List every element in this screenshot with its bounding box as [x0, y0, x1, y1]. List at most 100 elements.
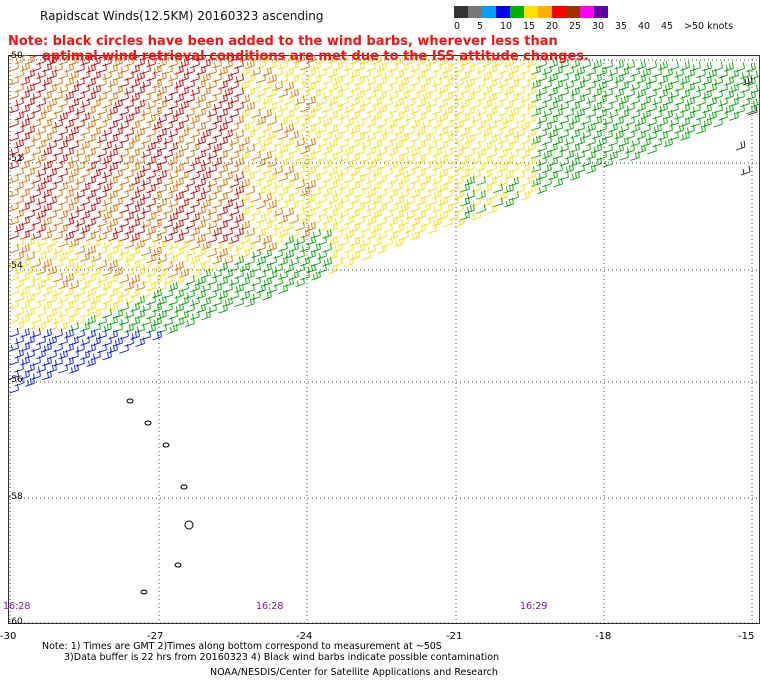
wind-barb	[229, 192, 239, 202]
wind-barb	[630, 123, 640, 133]
wind-barb	[537, 170, 547, 181]
wind-barb	[163, 135, 173, 145]
wind-barb	[372, 125, 382, 135]
wind-barb	[355, 75, 365, 86]
wind-barb	[449, 70, 459, 81]
wind-barb	[31, 146, 41, 156]
wind-barb	[421, 161, 431, 171]
wind-barb	[14, 237, 24, 247]
wind-barb	[504, 113, 514, 124]
wind-barb	[58, 139, 68, 150]
wind-barb	[262, 207, 272, 217]
wind-barb	[751, 97, 760, 108]
wind-barb	[344, 89, 354, 100]
wind-barb	[388, 216, 398, 227]
wind-barb	[262, 151, 272, 161]
wind-barb	[465, 78, 475, 88]
wind-barb	[102, 266, 112, 277]
wind-barb	[97, 287, 107, 298]
wind-barb	[36, 349, 46, 359]
wind-barb	[53, 76, 63, 87]
wind-barb	[344, 145, 354, 156]
wind-barb	[53, 342, 63, 353]
wind-barb	[234, 297, 244, 307]
wind-barb	[31, 230, 41, 240]
wind-barb	[152, 148, 162, 159]
wind-barb	[427, 126, 437, 136]
wind-barb	[223, 185, 233, 195]
wind-barb	[405, 209, 415, 220]
wind-barb	[284, 165, 294, 175]
wind-barb	[443, 175, 453, 186]
wind-barb	[284, 235, 294, 245]
wind-barb	[31, 174, 41, 184]
wind-barb	[306, 179, 316, 190]
wind-barb	[174, 205, 184, 215]
wind-barb	[179, 114, 189, 124]
wind-barb	[119, 246, 129, 256]
wind-barb	[168, 142, 178, 152]
wind-barb	[69, 294, 79, 304]
wind-barb	[405, 97, 415, 108]
wind-barb	[9, 117, 19, 128]
wind-barb	[487, 78, 497, 89]
wind-barb	[64, 217, 74, 227]
wind-barb	[102, 182, 112, 193]
wind-barb	[25, 293, 35, 303]
wind-barb	[504, 57, 514, 68]
wind-barb	[421, 133, 431, 143]
wind-barb	[300, 88, 310, 99]
wind-barb	[531, 149, 541, 159]
wind-barb	[333, 89, 343, 99]
wind-barb	[130, 120, 140, 130]
wind-barb	[405, 55, 415, 66]
wind-barb	[399, 90, 409, 101]
wind-barb	[482, 71, 492, 81]
wind-barb	[405, 195, 415, 206]
wind-barb	[196, 303, 206, 314]
wind-barb	[509, 162, 519, 173]
wind-barb	[212, 255, 222, 265]
wind-barb	[443, 63, 453, 74]
wind-barb	[399, 132, 409, 143]
wind-barb	[240, 178, 250, 189]
wind-barb	[234, 283, 244, 293]
wind-barb	[130, 176, 140, 186]
wind-barb	[317, 110, 327, 120]
wind-barb	[658, 74, 668, 85]
wind-barb	[119, 148, 129, 158]
wind-barb	[42, 286, 52, 297]
wind-barb	[498, 120, 508, 131]
wind-barb	[152, 316, 162, 327]
wind-barb	[58, 223, 68, 234]
wind-barb	[245, 171, 255, 182]
wind-barb	[58, 335, 68, 346]
wind-barb	[108, 203, 118, 214]
wind-barb	[344, 75, 354, 86]
wind-barb	[410, 202, 420, 213]
wind-barb	[14, 167, 24, 177]
wind-barb	[416, 112, 426, 122]
wind-barb	[179, 296, 189, 306]
wind-barb	[168, 254, 178, 264]
wind-barb	[9, 383, 19, 394]
wind-barb	[355, 187, 365, 198]
wind-barb	[86, 77, 96, 87]
wind-barb	[20, 132, 30, 142]
wind-barb	[630, 109, 640, 119]
wind-barb	[108, 245, 118, 256]
wind-barb	[289, 60, 299, 71]
wind-barb	[47, 153, 57, 164]
wind-barb	[102, 294, 112, 305]
wind-barb	[482, 57, 492, 67]
wind-barb	[124, 337, 134, 347]
wind-barb	[614, 130, 624, 140]
wind-barb	[146, 197, 156, 208]
wind-barb	[438, 112, 448, 123]
wind-barb	[251, 94, 261, 105]
wind-barb	[207, 65, 217, 76]
wind-barb	[9, 243, 19, 254]
wind-barb	[64, 105, 74, 115]
wind-barb	[504, 71, 514, 82]
wind-barb	[251, 178, 261, 189]
